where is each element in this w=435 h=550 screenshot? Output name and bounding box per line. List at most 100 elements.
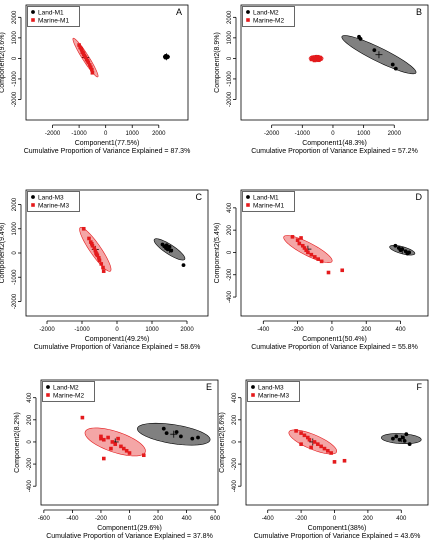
variance-caption: Cumulative Proportion of Variance Explai…	[254, 533, 421, 540]
legend-marker	[31, 195, 35, 199]
data-point	[358, 36, 363, 41]
data-point	[101, 265, 105, 270]
y-axis-label: Component2(9.6%)	[0, 32, 6, 93]
data-point	[89, 65, 93, 70]
data-point	[99, 434, 103, 439]
x-tick-label: 1000	[357, 131, 371, 137]
y-tick-label: -2000	[12, 91, 18, 107]
data-point	[90, 70, 95, 75]
data-point	[119, 444, 123, 449]
plot-frame	[240, 4, 429, 121]
legend-box	[42, 381, 95, 402]
legend-box	[27, 191, 80, 212]
y-tick-label: 400	[27, 392, 33, 403]
y-tick-label: 0	[227, 56, 233, 60]
data-point	[99, 262, 104, 266]
data-point	[167, 245, 172, 249]
variance-caption: Cumulative Proportion of Variance Explai…	[24, 148, 191, 155]
data-point	[178, 434, 183, 439]
x-tick-label: 0	[115, 327, 119, 333]
y-tick-label: 1000	[227, 31, 233, 45]
x-axis-label: Component1(48.3%)	[302, 140, 367, 147]
data-point	[79, 46, 84, 51]
data-point	[86, 60, 91, 65]
legend-label: Marine-M1	[38, 17, 69, 24]
data-point	[94, 252, 99, 257]
y-tick-label: -400	[27, 480, 33, 493]
data-point	[90, 67, 94, 72]
y-tick-label: -1000	[12, 71, 18, 87]
legend-label: Land-M1	[253, 194, 279, 201]
plot-frame	[25, 189, 209, 317]
x-tick-label: -2000	[39, 327, 55, 333]
y-axis-label: Component2(8.2%)	[14, 412, 21, 473]
legend-marker	[251, 385, 255, 389]
data-point	[116, 436, 120, 441]
panel-letter: E	[206, 382, 212, 392]
legend-marker	[246, 18, 250, 22]
data-point	[121, 446, 126, 451]
x-axis-label: Component1(29.6%)	[97, 525, 162, 532]
legend-marker	[31, 18, 35, 22]
data-point	[87, 63, 92, 67]
data-point	[164, 431, 169, 435]
data-point	[164, 243, 169, 248]
y-axis-label: Component2(9.4%)	[0, 223, 6, 284]
legend-marker	[246, 203, 250, 207]
y-tick-label: 400	[227, 202, 233, 213]
y-tick-label: -1000	[12, 269, 18, 285]
y-tick-label: -200	[227, 268, 233, 281]
x-tick-label: 200	[153, 516, 164, 522]
y-tick-label: 1000	[12, 221, 18, 235]
plot-frame	[40, 379, 219, 506]
data-point	[290, 235, 295, 239]
y-axis-label: Component2(5.4%)	[214, 223, 221, 284]
data-point	[196, 435, 200, 440]
x-tick-label: -400	[66, 516, 79, 522]
data-point	[181, 263, 186, 268]
data-point	[299, 442, 303, 446]
data-point	[316, 257, 321, 261]
legend-box	[242, 191, 295, 212]
data-point	[329, 451, 333, 455]
data-point	[312, 440, 317, 444]
panel-letter: D	[416, 192, 423, 202]
data-point	[81, 51, 86, 55]
legend-label: Marine-M3	[258, 392, 289, 399]
x-axis-label: Component1(49.2%)	[85, 336, 150, 343]
data-point	[83, 55, 88, 59]
x-tick-label: -400	[257, 327, 270, 333]
x-tick-label: 0	[331, 131, 335, 137]
y-axis-label: Component2(5.6%)	[219, 412, 226, 473]
data-point	[319, 259, 324, 264]
data-point	[326, 448, 330, 453]
x-tick-label: -2000	[264, 131, 280, 137]
x-tick-label: 0	[333, 516, 337, 522]
data-point	[297, 241, 302, 246]
panel-d: -400 -200 0 200 400 -400 -200 0 200 400 Component1…	[214, 189, 429, 351]
data-point	[332, 460, 337, 464]
x-tick-label: 0	[128, 516, 132, 522]
plot-frame	[240, 189, 429, 317]
data-point	[93, 248, 98, 253]
legend-label: Land-M2	[253, 9, 279, 16]
data-point	[391, 436, 395, 441]
x-tick-label: 0	[104, 131, 108, 137]
x-tick-label: -1000	[71, 131, 87, 137]
data-point	[174, 430, 179, 434]
data-point	[299, 236, 303, 240]
data-point	[101, 269, 106, 273]
data-point	[309, 445, 313, 450]
y-tick-label: 1000	[12, 31, 18, 45]
x-tick-label: 2000	[152, 131, 166, 137]
data-point	[92, 246, 97, 250]
x-tick-label: -600	[38, 516, 51, 522]
data-point	[404, 432, 409, 437]
variance-caption: Cumulative Proportion of Variance Explai…	[34, 344, 201, 351]
y-tick-label: 2000	[227, 10, 233, 24]
y-tick-label: 200	[27, 414, 33, 425]
data-point	[400, 247, 405, 251]
